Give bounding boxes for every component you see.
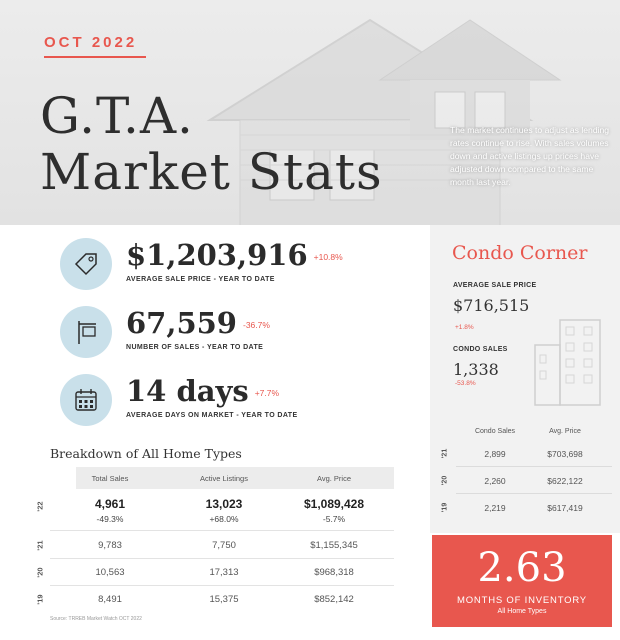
title-line-1: G.T.A. [40, 87, 194, 145]
condo-row-year: '19 [441, 502, 449, 513]
source-note: Source: TRREB Market Watch OCT 2022 [50, 616, 142, 622]
stat-value: 67,559 [126, 306, 237, 340]
condo-column-header: Avg. Price [549, 428, 581, 435]
table-header-bar [76, 467, 394, 489]
column-header: Active Listings [200, 474, 248, 483]
column-header: Avg. Price [316, 474, 352, 483]
active-listings-cell: 7,750 [212, 540, 236, 551]
page-title: G.T.A. Market Stats [40, 88, 383, 200]
total-sales-cell: 4,961 [94, 497, 126, 511]
avg-price-change: -5.7% [322, 514, 346, 524]
avg-price-cell: $968,318 [314, 567, 354, 578]
price-tag-icon [60, 238, 112, 290]
report-month: OCT 2022 [44, 34, 138, 51]
row-divider [50, 585, 394, 586]
condo-avg-price-label: AVERAGE SALE PRICE [453, 282, 537, 289]
condo-row-year: '21 [441, 448, 449, 459]
title-line-2: Market Stats [40, 143, 383, 201]
inventory-sub: All Home Types [497, 608, 547, 615]
condo-sales-label: CONDO SALES [453, 346, 508, 353]
house-photo [206, 18, 562, 225]
condo-column-header: Condo Sales [474, 428, 516, 435]
stat-label: AVERAGE SALE PRICE - YEAR TO DATE [126, 276, 275, 283]
total-sales-cell: 10,563 [95, 567, 125, 578]
total-sales-cell: 8,491 [98, 594, 122, 605]
avg-price-cell: $1,155,345 [310, 540, 358, 551]
condo-avg-price: $716,515 [453, 296, 530, 315]
condo-corner-title: Condo Corner [452, 242, 588, 264]
stat-label: NUMBER OF SALES - YEAR TO DATE [126, 344, 264, 351]
row-divider [456, 466, 612, 467]
stat-value: 14 days [126, 374, 249, 408]
stat-change: +7.7% [254, 388, 280, 398]
stat-change: -36.7% [243, 320, 270, 330]
condo-avg-price-change: +1.8% [455, 324, 474, 331]
row-year: '20 [35, 567, 45, 578]
condo-sales-cell: 2,899 [484, 449, 506, 459]
stat-days-on-market: 14 days +7.7% AVERAGE DAYS ON MARKET - YE… [60, 374, 298, 426]
building-illustration [534, 319, 601, 406]
row-divider [50, 530, 394, 531]
months-of-inventory-box: 2.63 MONTHS OF INVENTORY All Home Types [432, 535, 612, 627]
column-header: Total Sales [91, 474, 129, 483]
calendar-icon [60, 374, 112, 426]
active-listings-change: +68.0% [209, 514, 239, 524]
condo-row-year: '20 [441, 475, 449, 486]
condo-panel [430, 225, 620, 533]
condo-price-cell: $622,122 [547, 476, 583, 486]
stat-label: AVERAGE DAYS ON MARKET - YEAR TO DATE [126, 412, 298, 419]
row-divider [456, 493, 612, 494]
total-sales-change: -49.3% [96, 514, 124, 524]
row-divider [50, 558, 394, 559]
inventory-label: MONTHS OF INVENTORY [457, 595, 587, 606]
breakdown-title: Breakdown of All Home Types [50, 446, 242, 461]
total-sales-cell: 9,783 [98, 540, 122, 551]
condo-sales-cell: 2,260 [484, 476, 506, 486]
condo-price-cell: $617,419 [547, 503, 583, 513]
condo-sales-cell: 2,219 [484, 503, 506, 513]
for-sale-sign-icon [60, 306, 112, 358]
condo-sales: 1,338 [453, 360, 499, 379]
month-underline [44, 56, 146, 58]
stat-number-of-sales: 67,559 -36.7% NUMBER OF SALES - YEAR TO D… [60, 306, 270, 358]
hero-banner: OCT 2022 G.T.A. Market Stats The market … [0, 0, 620, 225]
active-listings-cell: 13,023 [205, 497, 243, 511]
stat-avg-sale-price: $1,203,916 +10.8% AVERAGE SALE PRICE - YE… [60, 238, 343, 290]
active-listings-cell: 17,313 [209, 567, 239, 578]
condo-sales-change: -53.8% [455, 380, 476, 387]
stat-change: +10.8% [313, 252, 343, 262]
row-year: '19 [35, 594, 45, 605]
row-year: '22 [35, 501, 45, 512]
active-listings-cell: 15,375 [209, 594, 239, 605]
condo-price-cell: $703,698 [547, 449, 583, 459]
inventory-value: 2.63 [477, 545, 567, 591]
avg-price-cell: $1,089,428 [303, 497, 365, 511]
stat-value: $1,203,916 [126, 238, 308, 272]
avg-price-cell: $852,142 [314, 594, 354, 605]
row-year: '21 [35, 540, 45, 551]
intro-text: The market continues to adjust as lendin… [450, 125, 610, 187]
